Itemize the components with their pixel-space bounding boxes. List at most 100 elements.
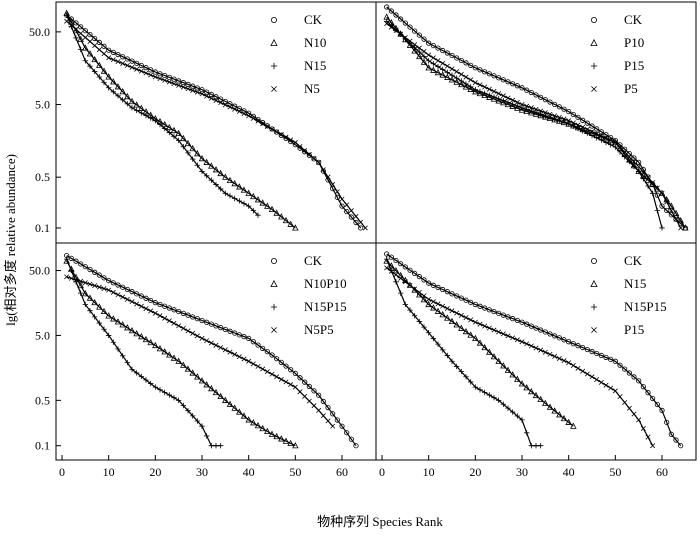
marker-triangle [392, 267, 400, 274]
marker-x [120, 61, 126, 66]
marker-plus [189, 156, 196, 162]
marker-x [73, 26, 79, 32]
marker-plus [561, 119, 567, 126]
marker-triangle [180, 361, 187, 368]
marker-circle [491, 73, 497, 79]
marker-triangle [184, 365, 192, 372]
marker-triangle [500, 99, 507, 106]
marker-plus [397, 290, 404, 296]
marker-x [311, 155, 317, 161]
marker-circle [575, 114, 581, 120]
marker-circle [388, 254, 394, 260]
marker-triangle [490, 95, 498, 102]
marker-circle [407, 24, 413, 30]
marker-circle [334, 417, 340, 423]
y-axis-title: lg(相对多度 relative abundance) [3, 154, 18, 326]
marker-plus [654, 207, 661, 214]
marker-plus [77, 46, 84, 53]
marker-circle [106, 47, 112, 53]
x-tick-label: 10 [103, 465, 115, 479]
marker-plus [96, 320, 103, 326]
marker-x [533, 106, 539, 112]
marker-plus [635, 168, 642, 175]
marker-x [246, 113, 252, 119]
marker-x [589, 129, 595, 135]
marker-x [264, 369, 270, 375]
marker-circle [292, 370, 298, 377]
marker-circle [124, 56, 130, 62]
marker-circle [426, 280, 432, 286]
marker-x [320, 167, 326, 173]
marker-triangle [189, 144, 196, 152]
marker-circle [110, 49, 116, 55]
marker-circle [236, 105, 242, 112]
marker-x [589, 374, 595, 380]
marker-triangle [250, 419, 257, 426]
marker-plus [199, 423, 205, 429]
marker-x [260, 366, 266, 372]
marker-plus [603, 139, 609, 146]
marker-circle [678, 443, 684, 449]
marker-triangle [119, 321, 126, 328]
marker-triangle [264, 202, 271, 209]
x-tick-label: 10 [423, 465, 435, 479]
marker-plus [430, 60, 437, 67]
marker-plus [467, 84, 474, 90]
marker-circle [311, 388, 317, 394]
marker-x [645, 174, 651, 180]
marker-plus [519, 105, 525, 111]
marker-circle [148, 67, 154, 73]
marker-circle [260, 345, 266, 351]
marker-circle [500, 77, 506, 83]
marker-x [124, 296, 130, 302]
marker-triangle [198, 154, 206, 162]
marker-plus [477, 88, 483, 95]
marker-x [570, 363, 576, 369]
marker-circle [659, 407, 665, 413]
marker-plus [472, 384, 479, 390]
marker-circle [477, 67, 483, 73]
marker-x [505, 95, 511, 101]
marker-circle [120, 284, 126, 290]
marker-x [449, 308, 455, 314]
marker-x [547, 111, 553, 117]
marker-plus [213, 443, 219, 449]
marker-circle [594, 350, 600, 357]
marker-circle [106, 277, 112, 284]
marker-x [556, 114, 562, 120]
marker-triangle [383, 13, 390, 20]
marker-x [402, 279, 408, 285]
marker-circle [463, 297, 469, 303]
marker-circle [134, 291, 140, 297]
legend-marker-circle [270, 16, 277, 23]
marker-plus [444, 69, 451, 76]
marker-x [302, 393, 308, 399]
marker-circle [204, 89, 210, 95]
marker-x [416, 45, 422, 51]
marker-circle [505, 314, 511, 320]
marker-x [176, 323, 182, 329]
marker-plus [411, 44, 418, 51]
marker-triangle [462, 327, 470, 335]
marker-plus [659, 225, 665, 231]
marker-triangle [82, 44, 89, 51]
legend-marker-x [591, 86, 597, 92]
x-tick-label: 40 [563, 465, 575, 479]
marker-plus [607, 142, 614, 148]
marker-plus [87, 307, 93, 314]
marker-plus [175, 137, 182, 144]
marker-circle [580, 344, 586, 351]
marker-circle [274, 356, 280, 362]
marker-triangle [240, 186, 248, 193]
marker-circle [110, 280, 116, 286]
marker-x [157, 313, 163, 319]
legend-marker-triangle [590, 38, 598, 46]
marker-circle [398, 261, 404, 267]
marker-circle [101, 275, 107, 281]
legend-marker-circle [591, 16, 598, 23]
x-tick-label: 0 [379, 465, 385, 479]
marker-plus [63, 12, 70, 18]
x-tick-label: 50 [289, 465, 301, 479]
marker-circle [603, 132, 609, 138]
marker-circle [143, 65, 149, 71]
